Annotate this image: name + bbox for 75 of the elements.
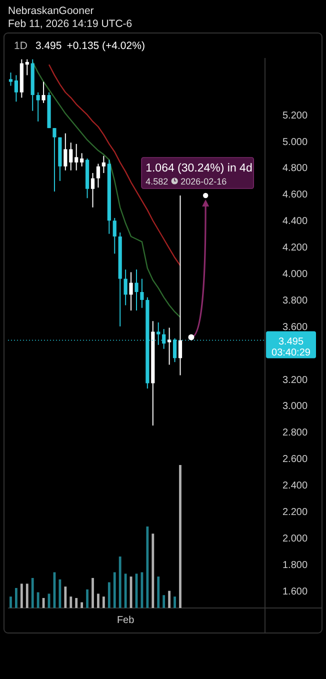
bar [108,582,110,608]
candlestick [64,132,68,171]
candlestick [52,128,56,192]
bar [64,586,67,608]
candlestick [42,81,46,104]
chart-subtitle: Feb 11, 2026 14:19 UTC-6 [8,18,132,30]
candlestick [8,72,13,86]
candlestick [178,195,182,376]
ref-line-label: 3.495 [278,336,304,348]
candlestick [168,327,172,366]
y-tick-label: 2.600 [282,454,308,466]
bar [124,574,127,608]
chart-title: NebraskanGooner [8,5,94,17]
bar [92,578,94,608]
bar [70,596,72,608]
y-tick-label: 4.000 [282,269,308,280]
text: 3.495 [35,40,62,52]
candlestick [90,172,95,208]
annotation: 2026-02-16 [180,176,227,186]
annotation: 1.064 (30.24%) in 4d [146,162,252,174]
annotation: 4.582 [146,176,168,186]
bar [58,579,62,608]
bar [75,598,78,608]
bar [20,584,23,608]
y-tick-label: 1.800 [282,560,308,571]
bar [97,594,100,608]
candlestick [96,163,100,188]
candlestick [14,74,18,102]
y-tick-label: 4.200 [282,242,308,254]
bar [168,590,171,608]
text: 1D [14,40,28,52]
bar [15,588,18,608]
y-tick-label: 2.000 [282,533,308,544]
bar [102,596,105,608]
y-tick-label: 5.000 [282,136,308,148]
bar [162,595,166,608]
y-tick-label: 4.400 [282,216,308,228]
candlestick [69,142,73,171]
candlestick [124,269,128,306]
y-tick-label: 2.200 [282,506,308,518]
candlestick [134,269,138,312]
bar [113,572,116,608]
bar [152,534,154,608]
bar [10,596,12,608]
candlestick [25,58,29,76]
candlestick [140,278,144,308]
candlestick [36,92,40,122]
y-tick-label: 3.000 [282,401,308,412]
y-tick-label: 3.200 [282,374,308,386]
bar [36,592,40,608]
y-tick-label: 2.400 [282,480,308,492]
text: 03:40:29 [272,347,311,358]
candlestick [102,155,106,174]
x-tick-label: Feb [116,615,135,626]
text: +0.135 (+4.02%) [66,40,145,52]
y-tick-label: 5.200 [282,110,308,122]
bar [26,584,28,608]
y-tick-label: 3.600 [282,322,308,333]
y-tick-label: 4.600 [282,190,308,201]
bar [174,596,176,608]
bar [86,589,88,608]
y-tick-label: 2.800 [282,428,308,439]
bar [179,465,182,608]
bar [80,602,84,608]
candlestick [74,143,78,171]
bar [31,578,34,608]
y-tick-label: 3.800 [282,295,308,306]
y-tick-label: 4.800 [282,163,308,174]
bar [157,576,160,608]
y-tick-label: 1.600 [282,586,308,598]
bar [118,556,122,608]
candlestick [80,152,84,167]
bar [146,526,149,608]
candlestick [112,217,116,254]
candlestick [129,272,133,312]
